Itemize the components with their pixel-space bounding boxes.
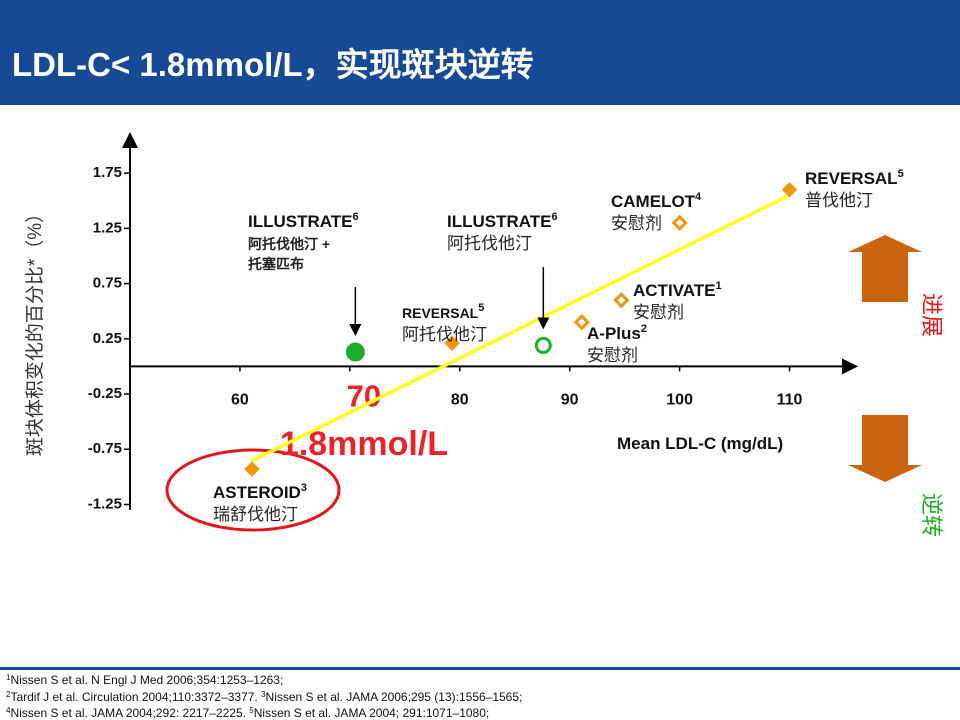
point-label: ILLUSTRATE6 — [447, 211, 558, 231]
trend-line — [250, 193, 791, 463]
point-ref: 2 — [641, 323, 647, 335]
footnote-text: Nissen S et al. N Engl J Med 2006;354:12… — [10, 673, 284, 687]
x-tick-label: 80 — [451, 392, 469, 409]
point-drug: 安慰剂 — [611, 214, 662, 233]
x-tick-label: 90 — [561, 392, 579, 409]
x-tick-label: 60 — [231, 392, 249, 409]
point-drug: 安慰剂 — [587, 346, 638, 365]
y-tick-label: 0.25 — [93, 330, 122, 347]
point — [671, 214, 688, 231]
footnote: 1Nissen S et al. N Engl J Med 2006;354:1… — [6, 671, 522, 688]
point-drug: 瑞舒伐他汀 — [213, 505, 298, 524]
point-drug: 阿托伐他汀 — [447, 234, 532, 253]
y-tick-label: -1.25 — [88, 495, 122, 512]
point-label: REVERSAL5 — [805, 168, 904, 188]
point-ref: 1 — [715, 280, 721, 292]
footnote-ref: 4 — [6, 706, 11, 715]
footer-rule — [0, 667, 960, 670]
footnote-ref: 5 — [249, 706, 254, 715]
point — [244, 461, 260, 477]
point-name: REVERSAL — [805, 169, 898, 188]
highlight-ellipse — [165, 448, 341, 532]
point — [534, 336, 552, 354]
point-drug: 安慰剂 — [633, 303, 684, 322]
footnote-ref: 1 — [6, 673, 11, 682]
footnote-text: Nissen S et al. JAMA 2006;295 (13):1556–… — [265, 689, 523, 704]
y-tick-label: 0.75 — [93, 275, 122, 292]
point — [573, 314, 590, 331]
point-ref: 4 — [695, 191, 702, 203]
y-tick-label: 1.25 — [93, 219, 122, 236]
title: LDL-C< 1.8mmol/L，实现斑块逆转 — [12, 46, 534, 83]
footnote: 4Nissen S et al. JAMA 2004;292: 2217–222… — [6, 704, 522, 720]
point — [444, 335, 460, 351]
footnotes: 1Nissen S et al. N Engl J Med 2006;354:1… — [6, 671, 522, 720]
footnote: 2Tardif J et al. Circulation 2004;110:33… — [6, 688, 522, 705]
point-name: CAMELOT — [611, 192, 696, 211]
footnote-text: Nissen S et al. JAMA 2004; 291:1071–1080… — [253, 706, 490, 720]
point — [613, 292, 630, 309]
point-label: ACTIVATE1 — [633, 280, 722, 300]
point-name: ASTEROID — [213, 483, 301, 502]
x-tick-label: 100 — [666, 392, 693, 409]
y-tick-label: -0.75 — [88, 440, 122, 457]
up-arrow — [848, 235, 922, 302]
point-name: ACTIVATE — [633, 281, 715, 300]
point-name: ILLUSTRATE — [447, 212, 552, 231]
point-ref: 6 — [353, 211, 359, 223]
point-label: REVERSAL5 — [402, 302, 484, 321]
point-ref: 5 — [898, 168, 904, 180]
point-label: A-Plus2 — [587, 323, 647, 343]
point-name: ILLUSTRATE — [248, 212, 353, 231]
target-label: 1.8mmol/L — [280, 425, 448, 463]
point-drug: 托塞匹布 — [248, 256, 304, 272]
y-tick-label: -0.25 — [88, 385, 122, 402]
footnote-ref: 3 — [261, 689, 266, 699]
x-tick-label: 110 — [777, 392, 803, 409]
point-name: A-Plus — [587, 324, 641, 343]
point-label: ILLUSTRATE6 — [248, 211, 359, 231]
point-label: ASTEROID3 — [213, 482, 307, 502]
point-name: REVERSAL — [402, 305, 479, 321]
point — [345, 342, 365, 362]
point — [781, 181, 798, 198]
point-ref: 3 — [301, 482, 307, 494]
regress-label: 逆转 — [919, 493, 944, 537]
x-tick-label: 70 — [347, 379, 381, 414]
footnote-text: Nissen S et al. JAMA 2004;292: 2217–2225… — [10, 706, 250, 720]
footnote-text: Tardif J et al. Circulation 2004;110:337… — [10, 689, 262, 704]
y-tick-label: 1.75 — [93, 164, 122, 181]
point-drug: 普伐他汀 — [805, 191, 873, 210]
x-axis-label: Mean LDL-C (mg/dL) — [617, 434, 783, 453]
y-axis-label: 斑块体积变化的百分比*（%） — [24, 204, 46, 456]
footnote-ref: 2 — [6, 689, 11, 699]
point-drug: 阿托伐他汀 — [402, 325, 487, 344]
progress-label: 进展 — [919, 293, 944, 337]
down-arrow — [848, 415, 922, 482]
header: LDL-C< 1.8mmol/L，实现斑块逆转 — [0, 0, 960, 105]
point-drug: 阿托伐他汀 + — [248, 236, 330, 252]
point-ref: 5 — [478, 302, 484, 314]
point-label: CAMELOT4 — [611, 191, 702, 211]
point-ref: 6 — [552, 211, 558, 223]
